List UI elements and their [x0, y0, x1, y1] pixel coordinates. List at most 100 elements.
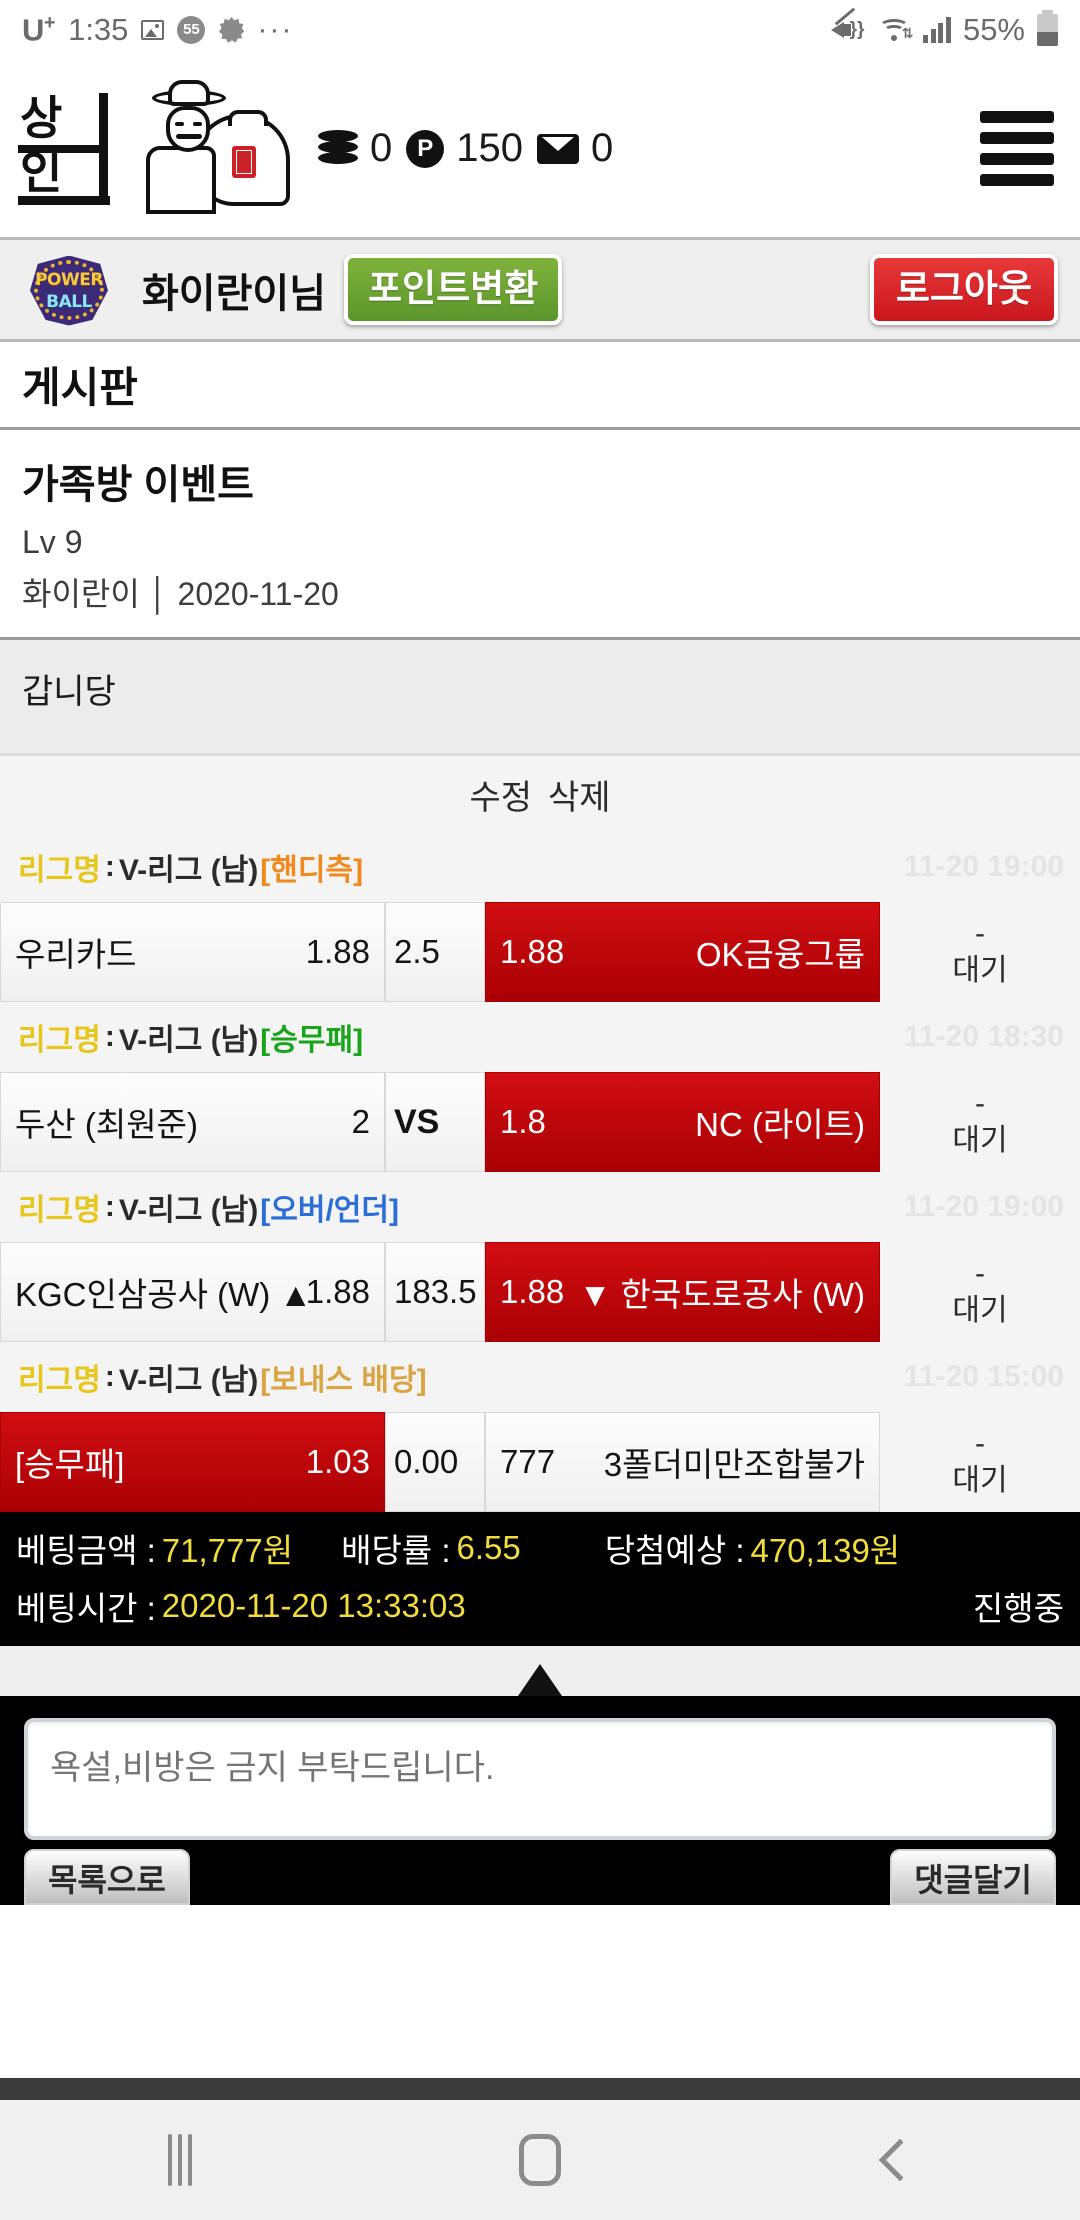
league-colon: : — [104, 850, 115, 883]
post-actions: 수정 삭제 — [0, 756, 1080, 832]
league-colon: : — [104, 1360, 115, 1393]
bet-option-away[interactable]: 1.8 NC (라이트) — [485, 1072, 880, 1172]
back-icon — [878, 2138, 922, 2182]
powerball-text-bottom: BALL — [46, 291, 92, 312]
bet-option-home[interactable]: 우리카드 1.88 — [0, 902, 385, 1002]
bet-result-top: - — [975, 1256, 985, 1290]
bet-time-value: 2020-11-20 13:33:03 — [161, 1587, 466, 1624]
league-key-label: 리그명 — [18, 854, 101, 887]
coin-stack-icon — [318, 129, 358, 168]
bet-option-away[interactable]: 1.88 ▼ 한국도로공사 (W) — [485, 1242, 880, 1342]
away-odds: 1.88 — [500, 1273, 565, 1310]
bet-item: 리그명: V-리그 (남) [핸디측] 11-20 19:00 우리카드 1.88 2.5 1… — [0, 832, 1080, 1002]
bet-match-row: 우리카드 1.88 2.5 1.88 OK금융그룹 - 대기 — [0, 902, 1080, 1002]
odds-label: 배당률 : — [341, 1532, 451, 1569]
bet-result-status: - 대기 — [880, 902, 1080, 1002]
more-dots-icon: ··· — [257, 12, 294, 46]
home-icon — [519, 2134, 561, 2186]
home-odds: 1.88 — [305, 933, 370, 970]
bet-handicap-value: 0.00 — [385, 1412, 485, 1512]
wifi-icon: ⇅ — [877, 17, 913, 43]
back-to-list-button[interactable]: 목록으로 — [24, 1849, 190, 1905]
league-key-label: 리그명 — [18, 1194, 101, 1227]
header-counters: 0 P 150 0 — [318, 126, 613, 171]
home-team-name: [승무패] — [15, 1446, 125, 1483]
post-meta: 가족방 이벤트 Lv 9 화이란이 │ 2020-11-20 — [0, 430, 1080, 640]
home-team-name: 우리카드 — [15, 936, 137, 973]
point-counter[interactable]: P 150 — [406, 126, 523, 171]
bet-result-top: - — [975, 1086, 985, 1120]
submit-comment-button[interactable]: 댓글달기 — [890, 1849, 1056, 1905]
match-time: 11-20 18:30 — [903, 1020, 1064, 1053]
comment-input[interactable] — [24, 1718, 1056, 1840]
logo-char-1: 상 — [20, 90, 63, 145]
point-convert-button[interactable]: 포인트변환 — [344, 254, 563, 325]
bet-option-away[interactable]: 1.88 OK금융그룹 — [485, 902, 880, 1002]
post-body: 갑니당 — [0, 640, 1080, 756]
match-time: 11-20 19:00 — [903, 1190, 1064, 1223]
comment-area — [0, 1696, 1080, 1845]
logo-hanja-box: 상 인 — [18, 90, 110, 205]
bet-summary: 베팅금액 : 71,777원 배당률 : 6.55 당첨예상 : 470,139… — [0, 1512, 1080, 1646]
user-bar: POWER BALL 화이란이님 포인트변환 로그아웃 — [0, 240, 1080, 342]
home-odds: 1.88 — [305, 1273, 370, 1310]
bet-result-status: - 대기 — [880, 1412, 1080, 1512]
battery-percent-label: 55% — [962, 12, 1025, 47]
league-key-label: 리그명 — [18, 1364, 101, 1397]
status-bar: U+ 1:35 55 ··· }} ⇅ 55% — [0, 0, 1080, 60]
bet-option-home[interactable]: 두산 (최원준) 2 — [0, 1072, 385, 1172]
powerball-logo-icon[interactable]: POWER BALL — [30, 254, 108, 326]
mail-counter[interactable]: 0 — [537, 126, 613, 171]
away-team-name: NC (라이트) — [695, 1106, 865, 1143]
mail-value: 0 — [591, 126, 614, 170]
match-time: 11-20 15:00 — [903, 1360, 1064, 1393]
signal-icon — [923, 17, 951, 43]
delete-post-link[interactable]: 삭제 — [548, 778, 611, 817]
notification-badge-icon: 55 — [177, 15, 206, 44]
status-bar-right: }} ⇅ 55% — [831, 7, 1058, 48]
username-label: 화이란이님 — [142, 271, 326, 316]
away-odds: 1.8 — [500, 1103, 546, 1140]
coin-counter[interactable]: 0 — [318, 126, 392, 171]
league-name: V-리그 (남) — [118, 1024, 259, 1057]
bet-option-home[interactable]: [승무패] 1.03 — [0, 1412, 385, 1512]
home-button[interactable] — [360, 2134, 720, 2186]
site-header: 상 인 0 P 150 0 — [0, 60, 1080, 240]
bet-amount-value: 71,777원 — [161, 1532, 294, 1569]
bet-option-away[interactable]: 777 3폴더미만조합불가 — [485, 1412, 880, 1512]
hamburger-icon[interactable] — [980, 111, 1054, 186]
site-logo[interactable]: 상 인 — [18, 79, 308, 214]
bet-result-top: - — [975, 916, 985, 950]
bet-type-label: [오버/언더] — [260, 1194, 399, 1227]
bet-item: 리그명: V-리그 (남) [승무패] 11-20 18:30 두산 (최원준) 2 VS 1… — [0, 1002, 1080, 1172]
bet-league-row: 리그명: V-리그 (남) [승무패] 11-20 18:30 — [0, 1002, 1080, 1072]
page-title: 게시판 — [0, 342, 1080, 430]
bet-time-label: 베팅시간 : — [16, 1590, 156, 1627]
recents-icon — [168, 2134, 192, 2186]
league-key-label: 리그명 — [18, 1024, 101, 1057]
android-navbar — [0, 2100, 1080, 2220]
bet-summary-line-2: 베팅시간 : 2020-11-20 13:33:03 진행중 — [16, 1582, 1064, 1630]
bet-item: 리그명: V-리그 (남) [오버/언더] 11-20 19:00 KGC인삼공사 (W… — [0, 1172, 1080, 1342]
star-burst-icon — [218, 16, 245, 43]
bet-option-home[interactable]: KGC인삼공사 (W) ▲ 1.88 — [0, 1242, 385, 1342]
home-team-name: KGC인삼공사 (W) ▲ — [15, 1276, 306, 1313]
bet-summary-line-1: 베팅금액 : 71,777원 배당률 : 6.55 당첨예상 : 470,139… — [16, 1524, 1064, 1572]
logout-button[interactable]: 로그아웃 — [869, 254, 1058, 325]
bet-result-bottom: 대기 — [952, 954, 1008, 987]
league-name: V-리그 (남) — [118, 1364, 259, 1397]
back-button[interactable] — [720, 2138, 1080, 2182]
status-clock: 1:35 — [68, 11, 129, 47]
league-name: V-리그 (남) — [118, 1194, 259, 1227]
edit-post-link[interactable]: 수정 — [469, 778, 532, 817]
expected-win-value: 470,139원 — [750, 1532, 901, 1569]
recents-button[interactable] — [0, 2134, 360, 2186]
post-author-level: Lv 9 — [22, 524, 83, 560]
bet-result-status: - 대기 — [880, 1072, 1080, 1172]
bet-type-label: [보내스 배당] — [260, 1364, 427, 1397]
bet-type-label: [승무패] — [260, 1024, 364, 1057]
bet-league-row: 리그명: V-리그 (남) [보내스 배당] 11-20 15:00 — [0, 1342, 1080, 1412]
photo-icon — [141, 19, 165, 40]
bet-result-bottom: 대기 — [952, 1294, 1008, 1327]
bet-result-top: - — [975, 1426, 985, 1460]
